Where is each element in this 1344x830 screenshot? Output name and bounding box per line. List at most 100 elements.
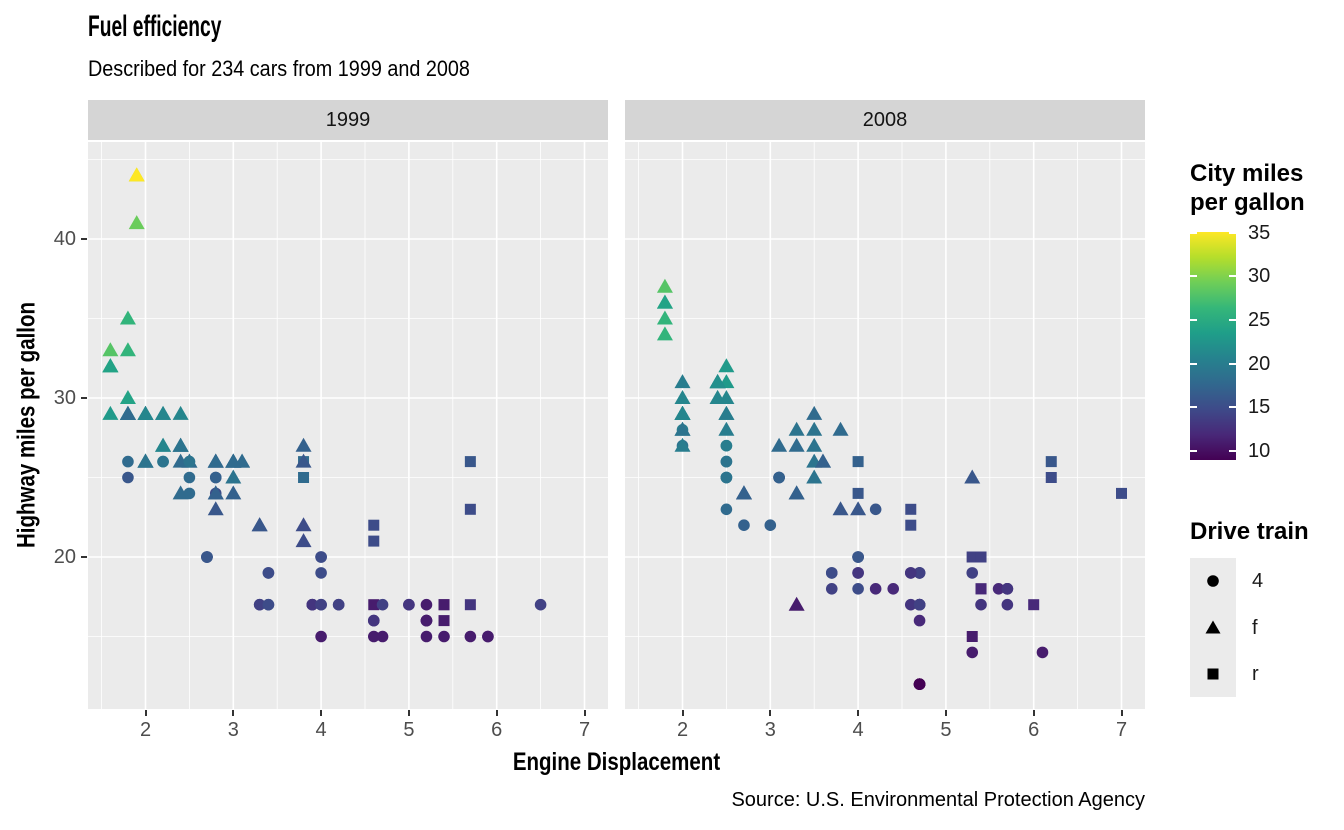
facet-strip-2008: 2008 (625, 100, 1145, 140)
data-point (295, 517, 312, 532)
data-point (262, 567, 275, 579)
x-tick-label: 4 (315, 719, 327, 741)
data-point (183, 471, 196, 484)
data-point (155, 405, 172, 420)
data-point (1001, 598, 1014, 611)
colorbar-legend-title-line2: per gallon (1190, 189, 1305, 216)
data-point (788, 421, 805, 436)
shape-legend-title: Drive train (1190, 518, 1309, 545)
data-point (298, 472, 310, 483)
data-point (183, 455, 196, 468)
colorbar-tick-mark (1190, 449, 1197, 452)
data-point (119, 310, 136, 325)
caption: Source: U.S. Environmental Protection Ag… (731, 789, 1145, 811)
data-point (315, 567, 327, 579)
scatter-panel-1999 (88, 142, 608, 709)
data-point (814, 453, 831, 468)
data-point (367, 630, 380, 643)
x-axis-title: Engine Displacement (512, 748, 721, 776)
data-point (905, 503, 917, 515)
facet-strip-1999: 1999 (88, 100, 608, 140)
data-point (438, 615, 450, 627)
data-point (788, 596, 805, 611)
data-point (253, 598, 266, 611)
data-point (674, 374, 691, 389)
data-point (832, 421, 849, 436)
data-point (975, 583, 987, 595)
colorbar-tick-label: 25 (1248, 308, 1271, 331)
data-point (207, 501, 224, 516)
colorbar-tick-mark (1229, 275, 1236, 278)
data-point (368, 535, 380, 547)
data-point (172, 437, 189, 452)
x-tick-label: 6 (1028, 719, 1040, 741)
chart-title: Fuel efficiency (88, 10, 222, 43)
data-point (966, 551, 978, 563)
data-point (122, 455, 134, 468)
data-point (852, 567, 864, 579)
data-point (966, 567, 979, 579)
data-point (420, 598, 433, 611)
data-point (656, 326, 673, 341)
data-point (376, 598, 389, 611)
data-point (992, 583, 1005, 595)
colorbar-tick-label: 10 (1248, 439, 1271, 462)
x-tick-mark (857, 710, 860, 716)
data-point (913, 614, 926, 627)
x-tick-label: 5 (940, 719, 952, 741)
data-point (718, 390, 735, 404)
shape-legend-label: r (1252, 663, 1259, 685)
data-point (720, 455, 733, 468)
x-tick-mark (769, 710, 772, 716)
x-tick-label: 6 (491, 719, 503, 741)
data-point (964, 469, 981, 484)
data-point (225, 469, 242, 484)
x-tick-mark (144, 710, 147, 716)
data-point (966, 631, 978, 642)
data-point (420, 630, 433, 643)
data-point (306, 598, 319, 611)
data-point (102, 342, 119, 357)
y-tick-label: 30 (53, 387, 76, 409)
colorbar-tick-label: 15 (1248, 396, 1271, 419)
data-point (119, 390, 136, 404)
data-point (718, 358, 735, 373)
data-point (209, 471, 222, 484)
data-point (825, 567, 838, 579)
data-point (155, 437, 172, 452)
data-point (102, 405, 119, 420)
data-point (119, 342, 136, 357)
colorbar-tick-mark (1190, 406, 1197, 409)
data-point (201, 551, 213, 563)
square-icon (1207, 668, 1219, 680)
data-point (718, 421, 735, 436)
data-point (225, 485, 242, 500)
circle-icon (1207, 575, 1219, 587)
data-point (367, 614, 380, 627)
scatter-panel-2008 (625, 142, 1145, 709)
x-tick-label: 2 (139, 719, 152, 741)
colorbar-tick-label: 20 (1248, 352, 1271, 375)
data-point (207, 453, 224, 468)
colorbar-tick-mark (1229, 318, 1236, 321)
data-point (482, 630, 494, 643)
y-tick-label: 40 (53, 228, 76, 250)
data-point (534, 598, 547, 611)
data-point (1036, 646, 1049, 659)
data-point (225, 453, 242, 468)
data-point (674, 421, 691, 436)
shape-legend-label: 4 (1252, 570, 1264, 592)
colorbar-tick-mark (1190, 231, 1197, 234)
data-point (852, 551, 864, 563)
data-point (788, 485, 805, 500)
data-point (464, 456, 476, 468)
data-point (137, 453, 154, 468)
colorbar-tick-label: 30 (1248, 265, 1271, 288)
data-point (720, 471, 733, 484)
y-tick-mark (81, 556, 87, 558)
x-tick-label: 3 (227, 719, 239, 741)
x-tick-label: 3 (764, 719, 776, 741)
y-tick-mark (81, 397, 87, 399)
data-point (464, 599, 476, 611)
